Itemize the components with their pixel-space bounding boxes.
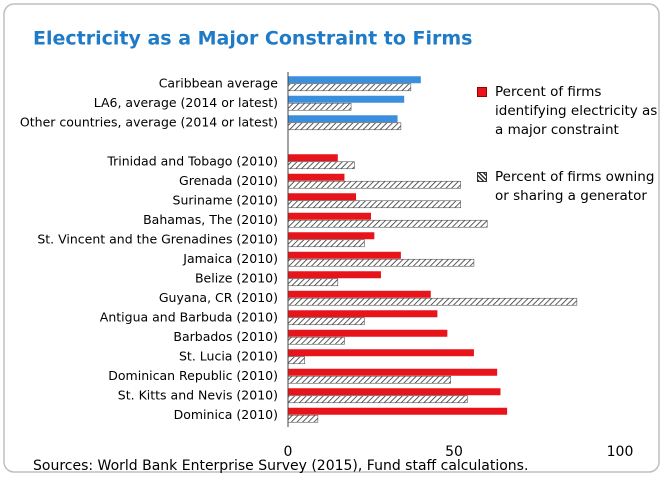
bar — [287, 219, 488, 228]
y-tick-label: Dominica (2010) — [174, 407, 278, 422]
bar — [287, 297, 578, 306]
bar — [288, 154, 338, 162]
bar — [287, 180, 461, 189]
bar — [287, 317, 365, 326]
y-tick-label: Grenada (2010) — [179, 173, 278, 188]
bar — [287, 356, 305, 365]
bar — [287, 258, 475, 267]
bar — [288, 115, 398, 123]
bar — [287, 414, 319, 423]
y-tick-label: LA6, average (2014 or latest) — [94, 95, 278, 110]
y-tick-label: Antigua and Barbuda (2010) — [100, 309, 278, 324]
bar — [288, 407, 508, 415]
bar — [287, 375, 451, 384]
y-tick-label: Suriname (2010) — [173, 192, 278, 207]
bar — [287, 395, 468, 404]
bar — [288, 173, 345, 181]
y-tick-label: Barbados (2010) — [173, 329, 278, 344]
bar — [288, 388, 501, 396]
bar — [287, 200, 461, 209]
bar — [288, 368, 498, 376]
bar — [288, 310, 438, 318]
bar — [288, 271, 381, 279]
bar — [288, 95, 405, 103]
bar — [288, 76, 421, 84]
bar — [288, 232, 375, 240]
y-tick-label: Jamaica (2010) — [182, 251, 278, 266]
bar — [288, 349, 474, 357]
bar — [288, 193, 357, 201]
y-tick-label: Other countries, average (2014 or latest… — [20, 114, 278, 129]
x-tick-label: 100 — [607, 444, 634, 460]
y-tick-label: Bahamas, The (2010) — [143, 212, 278, 227]
y-tick-label: St. Kitts and Nevis (2010) — [118, 387, 278, 402]
y-tick-label: St. Lucia (2010) — [179, 348, 278, 363]
chart-title: Electricity as a Major Constraint to Fir… — [33, 28, 473, 50]
y-tick-label: Caribbean average — [159, 75, 279, 90]
y-tick-label: Guyana, CR (2010) — [159, 290, 278, 305]
bar — [288, 329, 448, 337]
bar — [287, 239, 365, 248]
y-tick-label: Belize (2010) — [195, 270, 278, 285]
x-tick-label: 50 — [445, 444, 463, 460]
source-note: Sources: World Bank Enterprise Survey (2… — [33, 458, 528, 474]
bar — [287, 336, 345, 345]
legend-label: Percent of firms identifying electricity… — [495, 84, 658, 138]
y-tick-label: Dominican Republic (2010) — [108, 368, 278, 383]
legend-label: Percent of firms owning or sharing a gen… — [495, 169, 655, 204]
x-tick-label: 0 — [284, 444, 293, 460]
bar — [287, 161, 355, 170]
bar — [287, 83, 412, 92]
bar — [287, 102, 352, 111]
bar — [288, 251, 401, 259]
y-tick-label: Trinidad and Tobago (2010) — [106, 153, 278, 168]
legend-swatch — [477, 87, 487, 97]
bar — [288, 212, 371, 220]
y-tick-label: St. Vincent and the Grenadines (2010) — [37, 231, 278, 246]
bar — [288, 290, 431, 298]
bar — [287, 122, 402, 131]
legend-swatch — [477, 172, 487, 182]
bar — [287, 278, 339, 287]
